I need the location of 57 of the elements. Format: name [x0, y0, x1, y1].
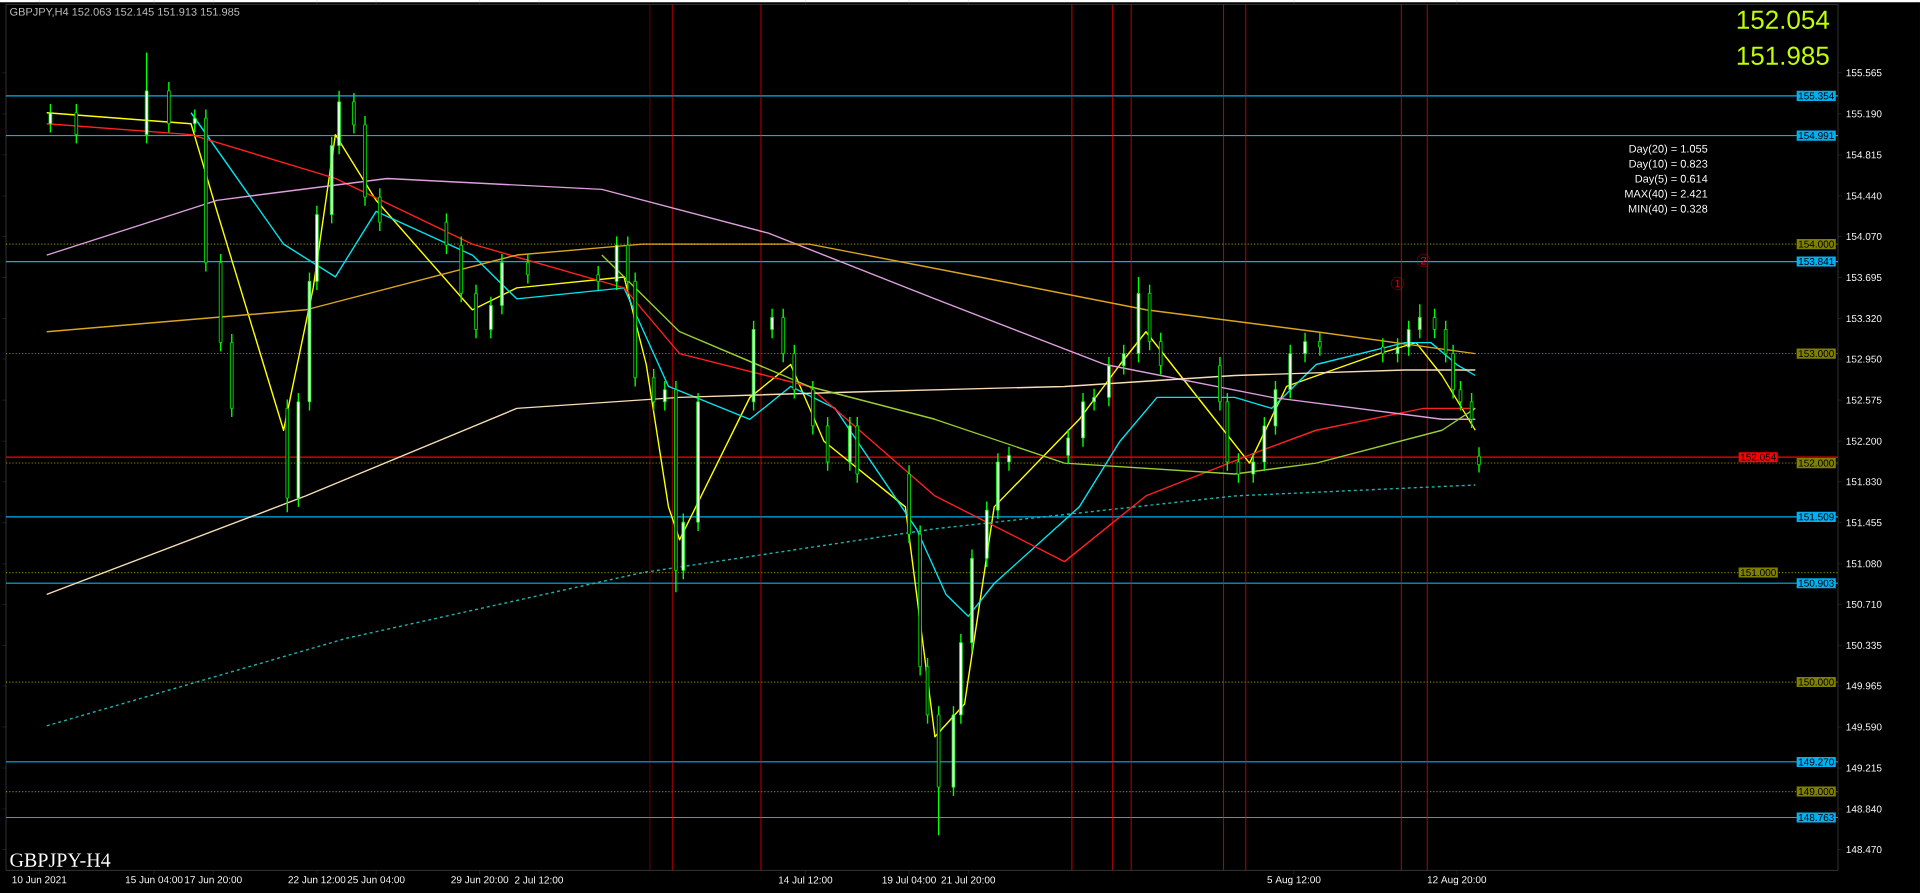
ref-line-label: 152.000: [1798, 459, 1834, 467]
x-tick-label: 22 Jun 12:00: [288, 875, 346, 884]
x-tick-label: 12 Aug 20:00: [1427, 875, 1487, 886]
annotation: 2: [1420, 256, 1426, 265]
annotation: Day(5) = 0.614: [1635, 174, 1708, 185]
chart-title: GBPJPY,H4 152.063 152.145 151.913 151.985: [10, 7, 240, 17]
annotation: 152.054: [1737, 10, 1830, 29]
ref-line-label: 152.054: [1740, 453, 1777, 461]
y-tick-label: 154.070: [1846, 232, 1882, 240]
x-tick-label: 5 Aug 12:00: [1267, 875, 1321, 886]
ref-line-label: 150.000: [1798, 678, 1834, 686]
y-tick-label: 149.590: [1846, 723, 1882, 731]
x-tick-label: 25 Jun 04:00: [347, 875, 405, 884]
ref-line-label: 149.270: [1798, 758, 1834, 766]
text: GBPJPY-H4: [10, 853, 111, 867]
ref-line-label: 154.000: [1798, 240, 1834, 248]
ref-line-label: 151.000: [1740, 568, 1776, 576]
y-tick-label: 150.335: [1846, 641, 1882, 649]
y-tick-label: 150.710: [1846, 600, 1882, 608]
y-tick-label: 152.950: [1846, 355, 1882, 363]
annotation: MIN(40) = 0.328: [1628, 204, 1708, 215]
ref-line-label: 150.903: [1798, 579, 1834, 587]
y-tick-label: 148.470: [1846, 845, 1882, 853]
y-tick-label: 151.080: [1846, 560, 1882, 568]
x-tick-label: 21 Jul 20:00: [941, 875, 996, 884]
x-tick-label: 2 Jul 12:00: [514, 875, 564, 884]
y-tick-label: 154.440: [1846, 192, 1882, 200]
ref-line-label: 155.354: [1798, 92, 1835, 100]
annotation: Day(10) = 0.823: [1629, 159, 1708, 170]
annotation: 1: [1395, 279, 1401, 288]
y-tick-label: 154.815: [1846, 151, 1882, 159]
y-tick-label: 149.965: [1846, 682, 1882, 690]
ref-line-label: 153.000: [1798, 349, 1834, 357]
ref-line-label: 148.763: [1798, 813, 1834, 821]
x-tick-label: 15 Jun 04:00: [125, 875, 183, 884]
y-tick-label: 153.695: [1846, 273, 1882, 281]
y-tick-label: 151.830: [1846, 477, 1882, 486]
y-tick-label: 148.840: [1846, 805, 1882, 813]
annotation: Day(20) = 1.055: [1629, 144, 1708, 155]
y-tick-label: 153.320: [1846, 314, 1882, 322]
ref-line-label: 154.991: [1798, 131, 1834, 139]
ref-line-label: 151.509: [1798, 513, 1834, 521]
y-tick-label: 155.190: [1846, 110, 1882, 118]
annotation: 151.985: [1737, 46, 1829, 65]
y-tick-label: 149.215: [1846, 764, 1882, 772]
x-tick-label: 29 Jun 20:00: [451, 875, 509, 884]
y-tick-label: 152.575: [1846, 396, 1882, 404]
x-tick-label: 17 Jun 20:00: [185, 875, 242, 884]
y-tick-label: 151.455: [1846, 519, 1882, 527]
x-tick-label: 14 Jul 12:00: [778, 875, 833, 884]
ref-line-label: 153.841: [1798, 257, 1834, 265]
x-tick-label: 10 Jun 2021: [12, 875, 67, 884]
x-tick-label: 19 Jul 04:00: [882, 875, 936, 884]
annotation: MAX(40) = 2.421: [1625, 189, 1708, 200]
y-tick-label: 155.565: [1846, 69, 1882, 77]
ref-line-label: 149.000: [1798, 787, 1834, 795]
y-tick-label: 152.200: [1846, 437, 1882, 445]
